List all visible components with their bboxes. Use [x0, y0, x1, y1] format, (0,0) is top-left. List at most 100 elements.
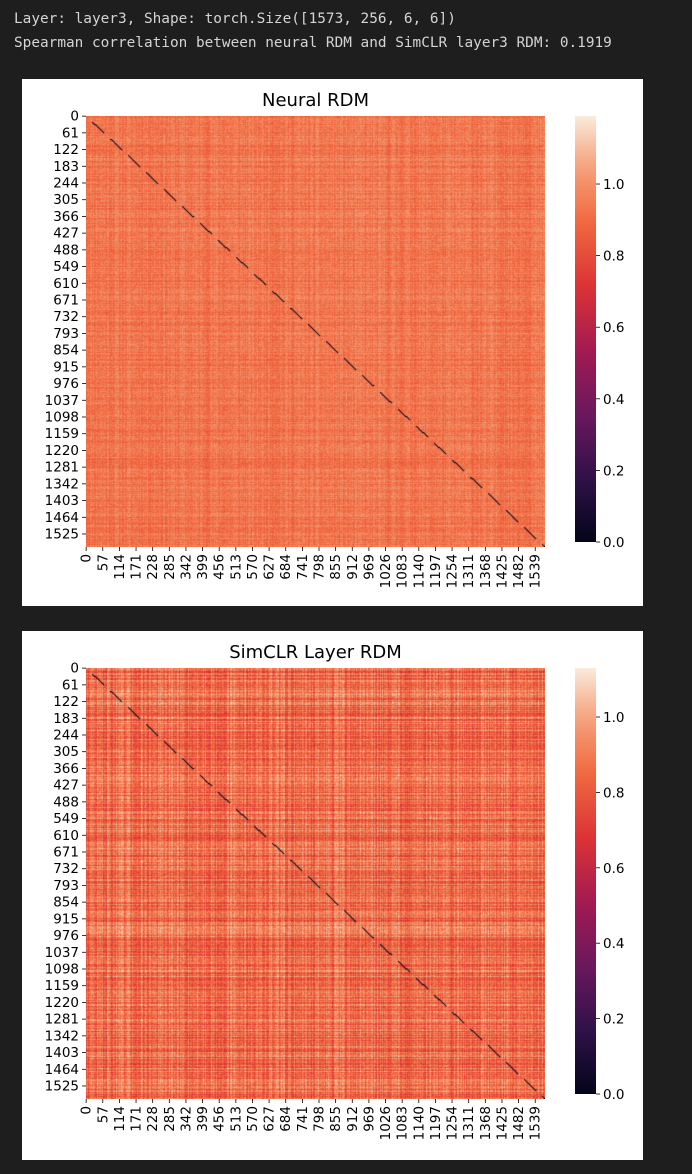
y-tick-labels: 0611221832443053664274885496106717327938… [45, 661, 86, 1094]
x-tick-label: 1368 [478, 554, 494, 588]
y-tick-label: 549 [53, 259, 79, 275]
y-tick-label: 0 [70, 661, 79, 677]
colorbar-tick-label: 0.2 [603, 463, 624, 479]
x-tick-label: 798 [312, 1106, 328, 1132]
x-tick-label: 1311 [461, 554, 477, 588]
heatmap-simclr-rdm: SimCLR Layer RDM061122183244305366427488… [45, 642, 625, 1140]
y-tick-label: 305 [53, 192, 79, 208]
x-tick-label: 1254 [445, 1106, 461, 1140]
x-tick-label: 1197 [428, 554, 444, 588]
y-tick-label: 61 [62, 677, 79, 693]
y-tick-label: 1403 [45, 493, 79, 509]
x-tick-label: 1425 [494, 554, 510, 588]
y-tick-label: 366 [53, 761, 79, 777]
y-tick-label: 915 [53, 911, 79, 927]
y-tick-labels: 0611221832443053664274885496106717327938… [45, 109, 86, 542]
x-tick-label: 741 [295, 554, 311, 580]
x-tick-label: 228 [145, 554, 161, 580]
x-tick-label: 171 [129, 1106, 145, 1132]
x-tick-label: 456 [212, 1106, 228, 1132]
x-tick-label: 1539 [528, 554, 544, 588]
y-tick-label: 793 [53, 326, 79, 342]
y-tick-label: 1281 [45, 460, 79, 476]
y-tick-label: 1525 [45, 526, 79, 542]
x-tick-label: 342 [178, 1106, 194, 1132]
y-tick-label: 488 [53, 242, 79, 258]
y-tick-label: 427 [53, 226, 79, 242]
x-tick-label: 114 [112, 554, 128, 580]
x-tick-label: 741 [295, 1106, 311, 1132]
colorbar-tick-label: 0.4 [603, 936, 624, 952]
chart-title: SimCLR Layer RDM [229, 642, 402, 663]
x-tick-label: 855 [328, 1106, 344, 1132]
y-tick-label: 1220 [45, 995, 79, 1011]
x-tick-label: 0 [79, 554, 95, 563]
colorbar [575, 668, 596, 1094]
y-tick-label: 732 [53, 861, 79, 877]
heatmap-neural-rdm: Neural RDM061122183244305366427488549610… [45, 90, 625, 588]
output-line-layer: Layer: layer3, Shape: torch.Size([1573, … [14, 11, 456, 27]
x-tick-label: 1026 [378, 554, 394, 588]
y-tick-label: 549 [53, 811, 79, 827]
x-tick-label: 0 [79, 1106, 95, 1115]
x-tick-label: 342 [178, 554, 194, 580]
x-tick-label: 912 [345, 1106, 361, 1132]
y-tick-label: 305 [53, 744, 79, 760]
x-tick-labels: 0 57 114 171 228 285 342 399 456 513 570 627 684 741 7… [79, 1099, 544, 1140]
y-tick-label: 854 [53, 895, 79, 911]
colorbar-tick-label: 0.8 [603, 785, 624, 801]
y-tick-label: 122 [53, 694, 79, 710]
figure-simclr-rdm: SimCLR Layer RDM 0 61 122 183 244 305 366 427 488… [22, 631, 643, 1160]
y-tick-label: 1464 [45, 1062, 79, 1078]
y-tick-label: 671 [53, 292, 79, 308]
y-tick-label: 793 [53, 878, 79, 894]
y-tick-label: 1342 [45, 476, 79, 492]
colorbar-ticks: 0.0 0.2 0.4 0.6 0.8 1.0 [596, 710, 624, 1103]
x-tick-label: 1140 [411, 1106, 427, 1140]
chart-title: Neural RDM [262, 90, 369, 111]
x-tick-labels: 0 57 114 171 228 285 342 399 456 513 570 627 684 741 7… [79, 547, 544, 588]
x-tick-label: 1026 [378, 1106, 394, 1140]
y-tick-label: 976 [53, 376, 79, 392]
x-tick-label: 969 [361, 1106, 377, 1132]
y-tick-label: 1159 [45, 978, 79, 994]
x-tick-label: 570 [245, 1106, 261, 1132]
y-tick-label: 183 [53, 159, 79, 175]
x-tick-label: 855 [328, 554, 344, 580]
y-tick-label: 183 [53, 711, 79, 727]
y-tick-label: 1342 [45, 1028, 79, 1044]
x-tick-label: 1140 [411, 554, 427, 588]
x-tick-label: 912 [345, 554, 361, 580]
x-tick-label: 684 [278, 554, 294, 580]
x-tick-label: 798 [312, 554, 328, 580]
x-tick-label: 1254 [445, 554, 461, 588]
y-tick-label: 366 [53, 209, 79, 225]
y-tick-label: 1037 [45, 945, 79, 961]
x-tick-label: 399 [195, 554, 211, 580]
y-tick-label: 1525 [45, 1078, 79, 1094]
colorbar-tick-label: 0.6 [603, 320, 624, 336]
y-tick-label: 488 [53, 794, 79, 810]
x-tick-label: 1539 [528, 1106, 544, 1140]
x-tick-label: 171 [129, 554, 145, 580]
y-tick-label: 610 [53, 276, 79, 292]
y-tick-label: 427 [53, 778, 79, 794]
y-tick-label: 244 [53, 727, 79, 743]
x-tick-label: 57 [95, 554, 111, 571]
colorbar-tick-label: 0.8 [603, 249, 624, 265]
colorbar [575, 116, 596, 542]
colorbar-tick-label: 1.0 [603, 177, 624, 193]
figure-neural-rdm: Neural RDM 0 61 122 183 244 305 366 427 488 549 610… [22, 79, 643, 606]
y-tick-label: 915 [53, 359, 79, 375]
x-tick-label: 969 [361, 554, 377, 580]
y-tick-label: 61 [62, 125, 79, 141]
y-tick-label: 854 [53, 343, 79, 359]
y-tick-label: 1464 [45, 510, 79, 526]
x-tick-label: 285 [162, 554, 178, 580]
x-tick-label: 627 [262, 1106, 278, 1132]
x-tick-label: 1083 [395, 1106, 411, 1140]
colorbar-tick-label: 0.0 [603, 535, 624, 551]
x-tick-label: 684 [278, 1106, 294, 1132]
y-tick-label: 1098 [45, 961, 79, 977]
y-tick-label: 1159 [45, 426, 79, 442]
